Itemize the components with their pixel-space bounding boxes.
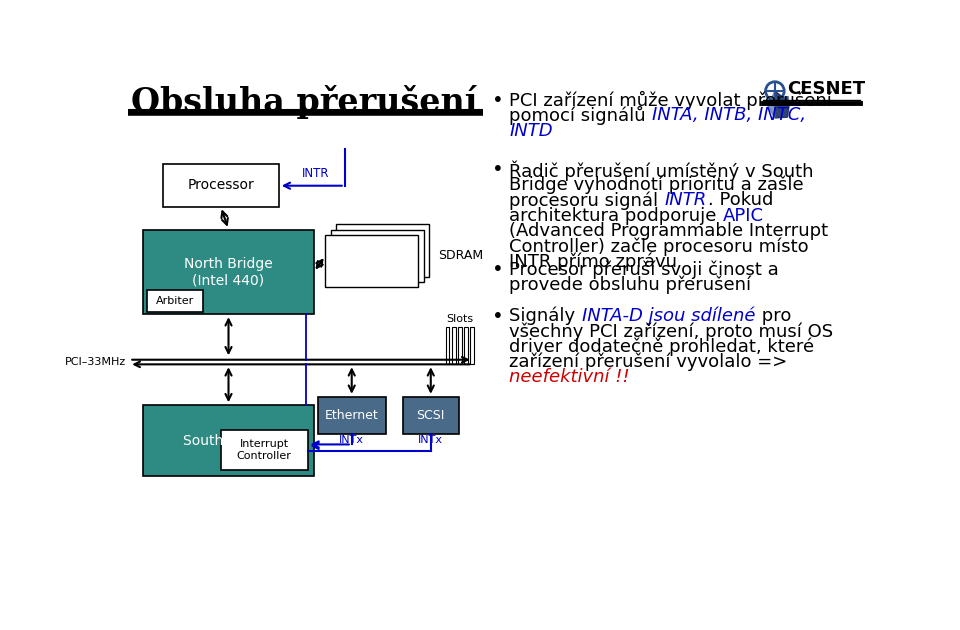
- Text: Řadič přerušení umístěný v South: Řadič přerušení umístěný v South: [509, 160, 813, 181]
- Text: Ethernet: Ethernet: [324, 409, 378, 421]
- Text: driver dodatečně prohledat, které: driver dodatečně prohledat, které: [509, 338, 814, 356]
- Bar: [318, 397, 386, 433]
- Bar: [452, 328, 456, 364]
- Text: APIC: APIC: [723, 207, 764, 224]
- Text: Interrupt
Controller: Interrupt Controller: [237, 439, 292, 461]
- Text: INTD: INTD: [509, 122, 553, 140]
- Text: INTR: INTR: [664, 191, 707, 209]
- Text: •: •: [492, 91, 504, 110]
- Text: . Pokud: . Pokud: [708, 191, 773, 209]
- Text: •: •: [492, 160, 504, 180]
- Polygon shape: [768, 91, 775, 118]
- Text: South Bridge: South Bridge: [183, 433, 274, 447]
- Text: zařízení přerušení vyvolalo =>: zařízení přerušení vyvolalo =>: [509, 353, 787, 371]
- Text: Slots: Slots: [445, 314, 473, 324]
- Bar: [162, 164, 278, 207]
- Text: SDRAM: SDRAM: [439, 249, 484, 262]
- Text: INTx: INTx: [339, 435, 364, 445]
- Bar: [331, 229, 423, 282]
- Bar: [143, 405, 314, 476]
- Text: PCI–33MHz: PCI–33MHz: [65, 357, 126, 367]
- Text: architektura podporuje: architektura podporuje: [509, 207, 722, 224]
- Text: •: •: [492, 307, 504, 326]
- Bar: [336, 224, 429, 277]
- Bar: [147, 290, 203, 312]
- Bar: [445, 328, 449, 364]
- Text: INTR přímo zprávu: INTR přímo zprávu: [509, 253, 677, 271]
- Text: Obsluha přerušení: Obsluha přerušení: [131, 85, 477, 119]
- Text: North Bridge
(Intel 440): North Bridge (Intel 440): [184, 257, 273, 287]
- Bar: [403, 397, 459, 433]
- Text: PCI zařízení může vyvolat přerušení: PCI zařízení může vyvolat přerušení: [509, 91, 832, 110]
- Bar: [325, 235, 419, 287]
- Text: neefektivní !!: neefektivní !!: [509, 368, 630, 386]
- Text: CESNET: CESNET: [787, 80, 865, 98]
- Text: procesoru signál: procesoru signál: [509, 191, 664, 210]
- Text: •: •: [492, 260, 504, 279]
- Text: Procesor přeruší svoji činost a: Procesor přeruší svoji činost a: [509, 260, 779, 279]
- Bar: [470, 328, 474, 364]
- Text: INTx: INTx: [419, 435, 444, 445]
- Bar: [221, 430, 307, 470]
- Text: INTA-D jsou sdílené: INTA-D jsou sdílené: [582, 307, 756, 325]
- Text: INTR: INTR: [301, 166, 329, 180]
- Text: INTA, INTB, INTC,: INTA, INTB, INTC,: [652, 106, 806, 124]
- Bar: [464, 328, 468, 364]
- Text: všechny PCI zařízení, proto musí OS: všechny PCI zařízení, proto musí OS: [509, 322, 833, 340]
- Text: pomocí signálů: pomocí signálů: [509, 106, 652, 125]
- Text: pro: pro: [756, 307, 791, 324]
- Text: Arbiter: Arbiter: [156, 296, 194, 306]
- Bar: [143, 229, 314, 314]
- Text: Bridge vyhodnotí prioritu a zašle: Bridge vyhodnotí prioritu a zašle: [509, 176, 804, 194]
- Polygon shape: [775, 91, 789, 118]
- Text: Signály: Signály: [509, 307, 581, 325]
- Bar: [458, 328, 462, 364]
- Text: Processor: Processor: [187, 178, 254, 192]
- Text: provede obsluhu přerušení: provede obsluhu přerušení: [509, 276, 751, 294]
- Text: (Advanced Programmable Interrupt: (Advanced Programmable Interrupt: [509, 222, 828, 240]
- Text: SCSI: SCSI: [417, 409, 445, 421]
- Text: Controller) začle procesoru místo: Controller) začle procesoru místo: [509, 238, 808, 256]
